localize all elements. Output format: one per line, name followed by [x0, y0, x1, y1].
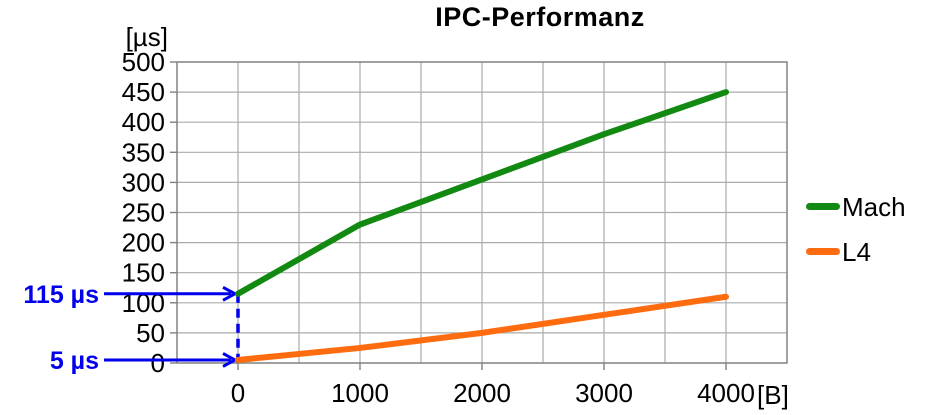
x-axis-unit-label: [B] [757, 380, 789, 410]
annotation-label-0: 115 µs [23, 281, 99, 309]
series-line-l4 [235, 293, 729, 363]
legend-item-l4: L4 [806, 238, 906, 265]
chart-title: IPC-Performanz [435, 2, 645, 32]
l4-series-marker-icon [806, 248, 840, 255]
legend-item-mach: Mach [806, 193, 906, 220]
svg-text:500: 500 [122, 47, 165, 77]
svg-text:3000: 3000 [575, 378, 633, 408]
legend-label-mach: Mach [842, 191, 906, 222]
svg-text:300: 300 [122, 167, 165, 197]
svg-text:200: 200 [122, 228, 165, 258]
svg-text:1000: 1000 [331, 378, 389, 408]
svg-text:50: 50 [136, 318, 165, 348]
x-tick-labels: 0 1000 2000 3000 4000 [231, 378, 755, 408]
svg-text:0: 0 [231, 378, 245, 408]
mach-series-marker-icon [806, 203, 840, 210]
series-line-mach [235, 89, 729, 297]
svg-text:0: 0 [151, 348, 165, 378]
legend-label-l4: L4 [842, 236, 871, 267]
svg-text:150: 150 [122, 258, 165, 288]
svg-text:2000: 2000 [453, 378, 511, 408]
svg-text:4000: 4000 [697, 378, 755, 408]
y-axis-unit-label: [µs] [125, 22, 168, 52]
svg-text:450: 450 [122, 77, 165, 107]
svg-text:250: 250 [122, 198, 165, 228]
legend: Mach L4 [806, 193, 906, 265]
gridlines [176, 61, 788, 364]
axis-ticks [170, 61, 727, 370]
svg-text:350: 350 [122, 137, 165, 167]
annotation-label-1: 5 µs [50, 347, 99, 375]
annotation-arrow-1 [104, 352, 239, 368]
svg-text:400: 400 [122, 107, 165, 137]
